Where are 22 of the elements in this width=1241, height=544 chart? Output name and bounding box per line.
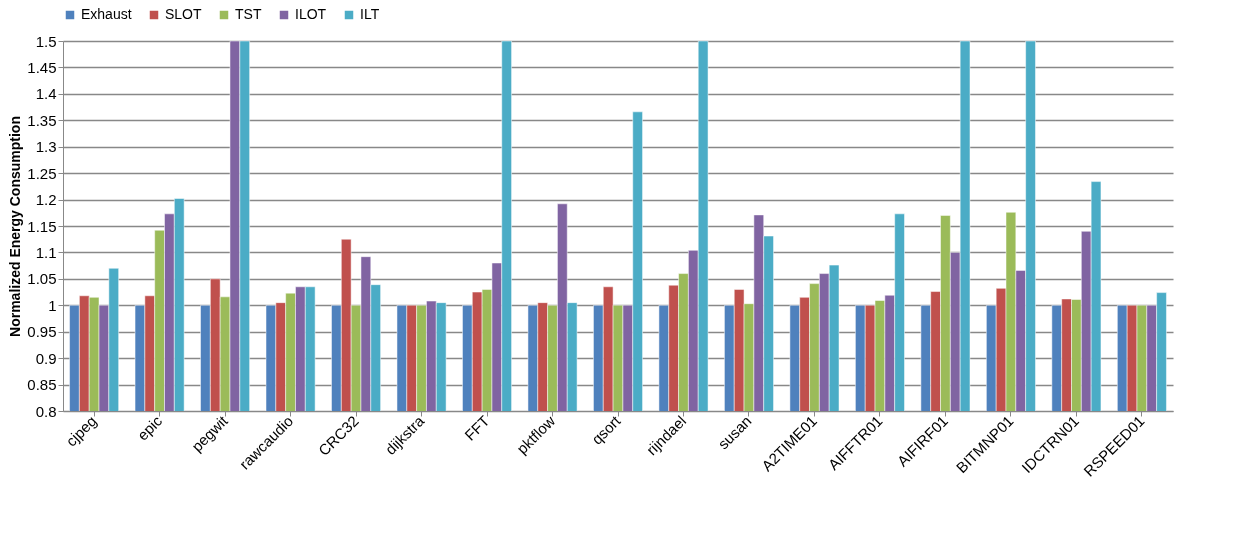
y-tick-label: 1.05 xyxy=(27,270,57,288)
y-tick-label: 1.2 xyxy=(35,191,57,209)
legend-label: SLOT xyxy=(165,6,203,22)
legend-label: ILOT xyxy=(295,6,327,22)
x-tick-label: epic xyxy=(133,411,166,444)
y-tick-label: 0.85 xyxy=(27,376,57,394)
y-tick-label: 1.5 xyxy=(35,32,57,50)
y-tick-label: 1.1 xyxy=(35,243,57,261)
y-tick-label: 1.4 xyxy=(35,85,57,103)
y-tick-label: 1.3 xyxy=(35,138,57,156)
y-tick-label: 0.9 xyxy=(35,349,57,367)
legend-label: TST xyxy=(235,6,262,22)
legend-label: Exhaust xyxy=(81,6,132,22)
legend-label: ILT xyxy=(360,6,380,22)
y-tick-label: 0.95 xyxy=(27,323,57,341)
y-tick-label: 1.45 xyxy=(27,58,57,76)
y-tick-label: 1.25 xyxy=(27,164,57,182)
y-tick-label: 1.15 xyxy=(27,217,57,235)
y-tick-label: 1.35 xyxy=(27,111,57,129)
y-tick-label: 0.8 xyxy=(35,402,57,420)
y-tick-label: 1 xyxy=(48,296,57,314)
y-axis-title: Normalized Energy Consumption xyxy=(7,116,24,337)
